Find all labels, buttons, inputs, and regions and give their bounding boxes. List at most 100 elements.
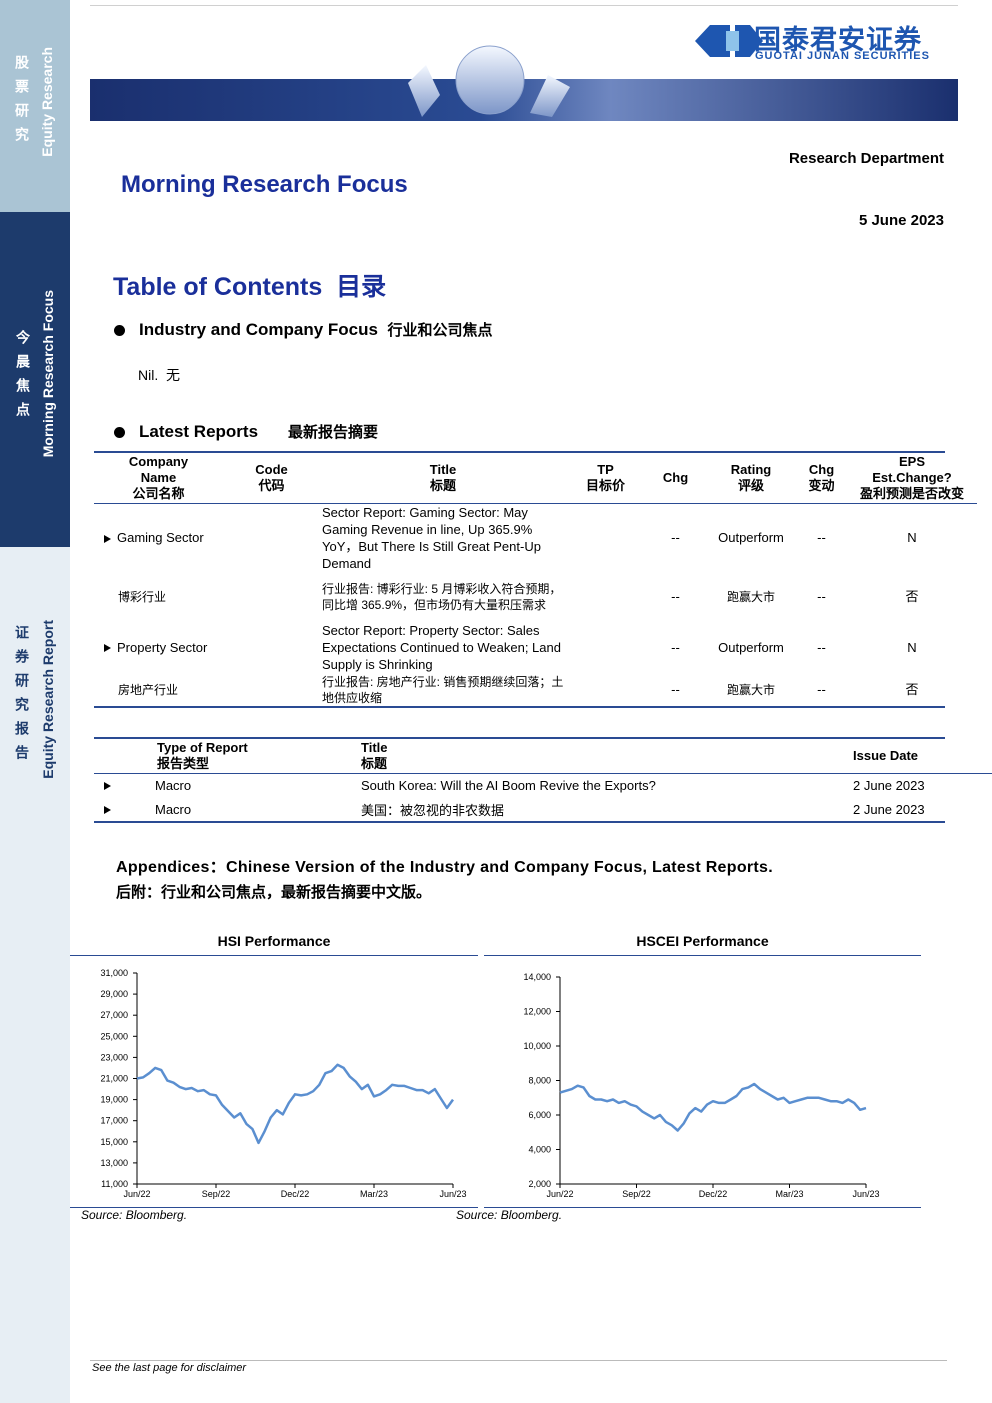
table-cell: Outperform [706, 622, 796, 673]
cell-text: 跑赢大市 [726, 682, 775, 697]
toc-title-en: Table of Contents [113, 273, 323, 301]
chart-rule [70, 955, 478, 956]
table-cell: N [847, 503, 977, 572]
cell-text: Sector Report: Property Sector: Sales Ex… [322, 622, 561, 672]
section-heading: Latest Reports 最新报告摘要 [114, 421, 378, 442]
y-tick-label: 6,000 [528, 1110, 551, 1120]
toc-title-cn: 目录 [336, 273, 387, 301]
header-line: Type of Report [157, 739, 248, 755]
y-tick-label: 4,000 [528, 1145, 551, 1155]
reports-table-wrap: Company Name 公司名称 Code 代码 Title 标题 TP 目标价 Chg Rati… [94, 451, 977, 708]
cell-text: -- [817, 682, 826, 697]
arrow [104, 806, 111, 815]
table-cell: 跑赢大市 [706, 572, 796, 622]
table-cell: 2 June 2023 [851, 773, 992, 797]
logo-mark [695, 25, 730, 57]
header-line: Code [255, 461, 288, 477]
table-row: Macro 美国：被忽视的非农数据 2 June 2023 [94, 797, 992, 821]
header-line: 盈利预测是否改变 [859, 485, 964, 501]
header-line: Rating [730, 461, 772, 477]
header-line: 变动 [808, 477, 835, 493]
data-line [136, 1063, 455, 1145]
table-cell [223, 673, 320, 707]
y-tick-label: 8,000 [528, 1076, 551, 1086]
cell-text: 2 June 2023 [853, 801, 925, 817]
cell-text: 2 June 2023 [853, 777, 925, 793]
table-cell: -- [796, 572, 847, 622]
cell-text: Macro [155, 801, 192, 817]
cell-text: 行业报告: 房地产行业: 销售预期继续回落；土地供应收缩 [322, 674, 564, 705]
sidebar-middle [0, 212, 70, 547]
y-tick-label: 13,000 [100, 1158, 128, 1168]
x-tick-label: Dec/22 [281, 1189, 310, 1199]
logo-mark [726, 31, 739, 51]
cell-text: N [907, 530, 917, 545]
heading-cn: 行业和公司焦点 [387, 322, 493, 339]
cell-text: 行业报告: 博彩行业: 5 月博彩收入符合预期，同比增 365.9%，但市场仍有… [322, 581, 562, 612]
header-line: Name [140, 469, 177, 485]
table-cell: -- [796, 622, 847, 673]
table-cell: Macro [94, 773, 359, 797]
table-cell [566, 673, 645, 707]
cell-text: 美国：被忽视的非农数据 [361, 802, 505, 818]
issue-table-wrap: Type of Report 报告类型 Title 标题 Issue Date Macro… [94, 737, 992, 823]
chart: 2,000 4,000 6,000 8,000 10,000 12,000 14,000 Ju… [523, 972, 879, 1199]
table-cell: 否 [847, 572, 977, 622]
header-row: Company Name 公司名称 Code 代码 Title 标题 TP 目标价 Chg Rati… [94, 453, 977, 503]
y-tick-label: 10,000 [523, 1041, 551, 1051]
header-line: Title [361, 739, 388, 755]
table-cell: South Korea: Will the AI Boom Revive the… [359, 773, 851, 797]
bullet [114, 325, 125, 337]
column-header: Title 标题 [320, 453, 566, 503]
column-header: Company Name 公司名称 [94, 453, 223, 503]
chart-source: Source: Bloomberg. [81, 1208, 188, 1222]
appendices-en: Appendices：Chinese Version of the Indust… [116, 859, 773, 876]
heading-en: Latest Reports [139, 422, 259, 441]
diamond [530, 75, 570, 117]
table-cell: -- [645, 673, 706, 707]
data-line [559, 1082, 867, 1132]
chart-title: HSCEI Performance [636, 933, 769, 949]
appendices-cn: 后附：行业和公司焦点，最新报告摘要中文版。 [116, 884, 432, 901]
cell-text: Macro [155, 777, 192, 793]
logo-text: 国泰君安证券 [754, 25, 922, 55]
diamond [408, 65, 440, 117]
table-cell [223, 503, 320, 572]
header-line: Est.Change? [872, 469, 952, 485]
table-cell: -- [645, 572, 706, 622]
x-tick-label: Sep/22 [202, 1189, 231, 1199]
header-line: 代码 [258, 477, 285, 493]
table-cell: Gaming Sector [94, 503, 223, 572]
table-cell [223, 572, 320, 622]
header-line: 评级 [737, 477, 764, 493]
footer-text: See the last page for disclaimer [92, 1362, 247, 1374]
arrow [104, 534, 111, 543]
x-tick-label: Jun/22 [123, 1189, 150, 1199]
chart-rule [484, 1207, 921, 1208]
y-tick-label: 2,000 [528, 1179, 551, 1189]
chart-source: Source: Bloomberg. [456, 1208, 563, 1222]
cell-text: Sector Report: Gaming Sector: May Gaming… [322, 504, 541, 571]
cell-text: 否 [905, 682, 919, 697]
column-header: Type of Report 报告类型 [94, 739, 359, 773]
cell-text: Outperform [718, 639, 784, 655]
table-cell: -- [645, 622, 706, 673]
table-cell: N [847, 622, 977, 673]
cell-text: Property Sector [117, 639, 208, 655]
column-header: TP 目标价 [566, 453, 645, 503]
column-header: Issue Date [851, 739, 992, 773]
section-heading: Industry and Company Focus 行业和公司焦点 [114, 319, 492, 340]
y-tick-label: 23,000 [100, 1052, 128, 1062]
header-line: Issue Date [853, 747, 919, 763]
cell-text: 博彩行业 [118, 589, 167, 604]
sidebar-text: 股票研究 [14, 55, 30, 151]
column-header: Code 代码 [223, 453, 320, 503]
bullet [114, 427, 125, 439]
header-line: EPS [898, 453, 925, 469]
cell-text: -- [671, 530, 680, 545]
header-line: 标题 [429, 477, 456, 493]
table-cell: 房地产行业 [94, 673, 223, 707]
header-line: 公司名称 [132, 485, 185, 501]
x-tick-label: Jun/23 [852, 1189, 879, 1199]
table-cell [566, 622, 645, 673]
